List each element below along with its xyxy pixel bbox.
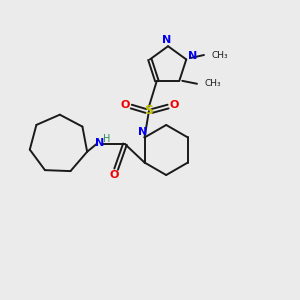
Text: O: O xyxy=(110,170,119,180)
Text: O: O xyxy=(121,100,130,110)
Text: N: N xyxy=(95,138,105,148)
Text: N: N xyxy=(188,52,197,61)
Text: S: S xyxy=(144,104,153,118)
Text: O: O xyxy=(169,100,179,110)
Text: CH₃: CH₃ xyxy=(204,79,221,88)
Text: CH₃: CH₃ xyxy=(211,50,228,59)
Text: N: N xyxy=(138,127,148,136)
Text: H: H xyxy=(103,134,110,144)
Text: N: N xyxy=(162,35,171,45)
